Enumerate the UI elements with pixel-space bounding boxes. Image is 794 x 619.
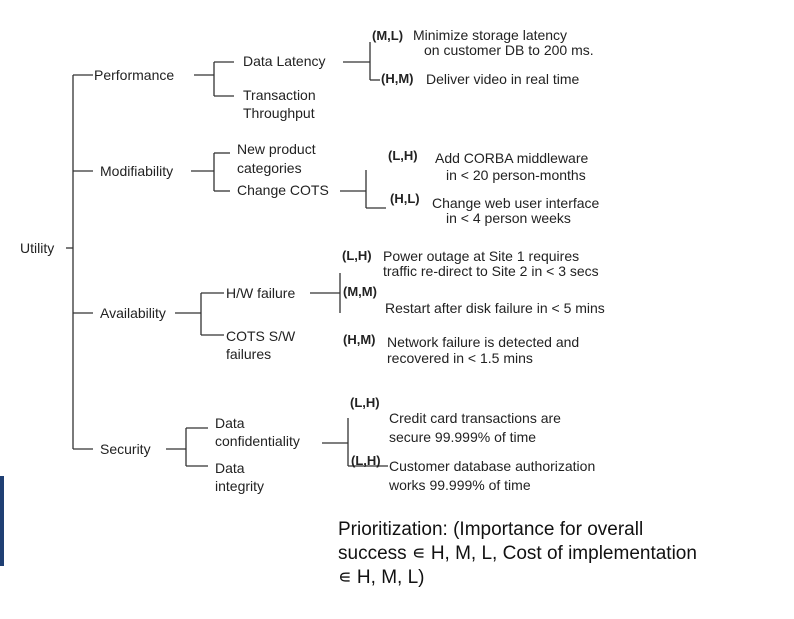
attribute-data-confidentiality: Data confidentiality [215, 415, 300, 449]
category-performance: Performance [94, 67, 174, 83]
scenario-text: Network failure is detected and recovere… [387, 334, 583, 366]
priority-badge: (H,M) [343, 332, 376, 347]
category-security: Security [100, 441, 151, 457]
attribute-data-latency: Data Latency [243, 53, 326, 69]
priority-badge: (M,M) [343, 284, 377, 299]
priority-badge: (M,L) [372, 28, 403, 43]
scenario-text: Add CORBA middleware in < 20 person-mont… [435, 150, 592, 183]
utility-root: Utility [20, 240, 54, 256]
slide-accent-bar [0, 476, 4, 566]
scenario-text: Change web user interface in < 4 person … [432, 195, 603, 226]
scenario-text: Deliver video in real time [426, 71, 579, 87]
caption-line: ∊ H, M, L) [338, 567, 425, 588]
attribute-data-integrity: Data integrity [215, 460, 264, 494]
scenario-text: Credit card transactions are secure 99.9… [389, 410, 565, 445]
attribute-transaction-throughput: Transaction Throughput [243, 87, 320, 121]
priority-badge: (L,H) [351, 453, 381, 468]
attribute-cots-sw-failures: COTS S/W failures [226, 328, 299, 362]
attribute-change-cots: Change COTS [237, 182, 329, 198]
category-availability: Availability [100, 305, 166, 321]
attribute-hw-failure: H/W failure [226, 285, 295, 301]
scenario-text: Minimize storage latency on customer DB … [413, 27, 594, 58]
priority-badge: (L,H) [388, 148, 418, 163]
scenario-text: Customer database authorization works 99… [388, 458, 599, 493]
priority-badge: (H,M) [381, 71, 414, 86]
scenario-text: Restart after disk failure in < 5 mins [385, 300, 605, 316]
scenario-text: Power outage at Site 1 requires traffic … [383, 248, 599, 279]
attribute-new-product-categories: New product categories [237, 141, 319, 176]
priority-badge: (H,L) [390, 191, 420, 206]
caption-line: success ∊ H, M, L, Cost of implementatio… [338, 543, 697, 564]
category-modifiability: Modifiability [100, 163, 173, 179]
caption-line: Prioritization: (Importance for overall [338, 519, 644, 540]
priority-badge: (L,H) [350, 395, 380, 410]
prioritization-caption: Prioritization: (Importance for overall … [338, 518, 768, 590]
priority-badge: (L,H) [342, 248, 372, 263]
